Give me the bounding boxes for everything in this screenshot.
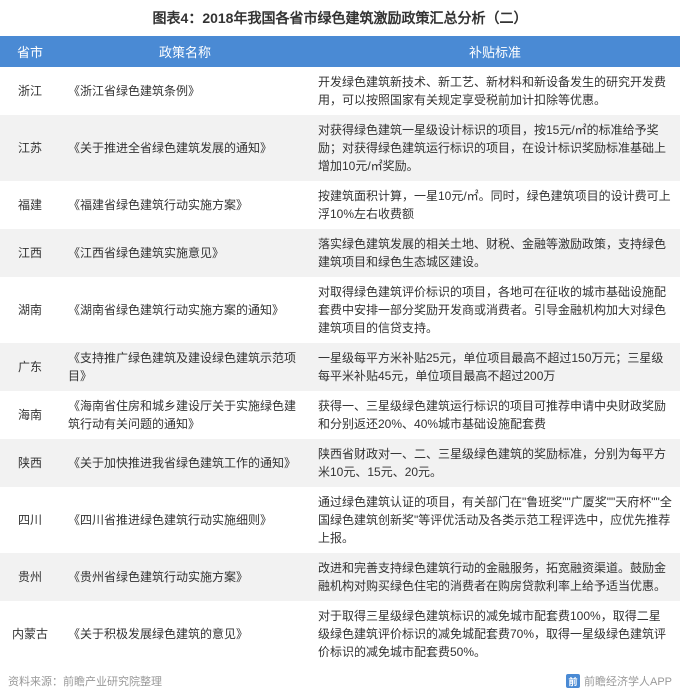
- chart-title: 图表4：2018年我国各省市绿色建筑激励政策汇总分析（二）: [0, 0, 680, 36]
- header-policy: 政策名称: [60, 36, 310, 67]
- table-row: 浙江《浙江省绿色建筑条例》开发绿色建筑新技术、新工艺、新材料和新设备发生的研究开…: [0, 67, 680, 115]
- cell-subsidy: 获得一、三星级绿色建筑运行标识的项目可推荐申请中央财政奖励和分别返还20%、40…: [310, 391, 680, 439]
- table-row: 江西《江西省绿色建筑实施意见》落实绿色建筑发展的相关土地、财税、金融等激励政策，…: [0, 229, 680, 277]
- cell-subsidy: 对于取得三星级绿色建筑标识的减免城市配套费100%，取得二星级绿色建筑评价标识的…: [310, 601, 680, 667]
- cell-policy: 《关于推进全省绿色建筑发展的通知》: [60, 115, 310, 181]
- footer-source: 资料来源：前瞻产业研究院整理: [8, 673, 162, 689]
- cell-policy: 《海南省住房和城乡建设厅关于实施绿色建筑行动有关问题的通知》: [60, 391, 310, 439]
- cell-policy: 《关于积极发展绿色建筑的意见》: [60, 601, 310, 667]
- brand-icon: 前: [566, 674, 580, 688]
- table-row: 江苏《关于推进全省绿色建筑发展的通知》对获得绿色建筑一星级设计标识的项目，按15…: [0, 115, 680, 181]
- cell-subsidy: 对取得绿色建筑评价标识的项目，各地可在征收的城市基础设施配套费中安排一部分奖励开…: [310, 277, 680, 343]
- cell-province: 广东: [0, 343, 60, 391]
- cell-policy: 《湖南省绿色建筑行动实施方案的通知》: [60, 277, 310, 343]
- table-row: 湖南《湖南省绿色建筑行动实施方案的通知》对取得绿色建筑评价标识的项目，各地可在征…: [0, 277, 680, 343]
- table-row: 四川《四川省推进绿色建筑行动实施细则》通过绿色建筑认证的项目，有关部门在"鲁班奖…: [0, 487, 680, 553]
- header-subsidy: 补贴标准: [310, 36, 680, 67]
- cell-subsidy: 通过绿色建筑认证的项目，有关部门在"鲁班奖""广厦奖""天府杯""全国绿色建筑创…: [310, 487, 680, 553]
- cell-province: 内蒙古: [0, 601, 60, 667]
- cell-policy: 《支持推广绿色建筑及建设绿色建筑示范项目》: [60, 343, 310, 391]
- table-row: 陕西《关于加快推进我省绿色建筑工作的通知》陕西省财政对一、二、三星级绿色建筑的奖…: [0, 439, 680, 487]
- cell-province: 浙江: [0, 67, 60, 115]
- cell-policy: 《浙江省绿色建筑条例》: [60, 67, 310, 115]
- cell-province: 福建: [0, 181, 60, 229]
- cell-province: 陕西: [0, 439, 60, 487]
- cell-policy: 《江西省绿色建筑实施意见》: [60, 229, 310, 277]
- cell-province: 江西: [0, 229, 60, 277]
- footer-brand: 前 前瞻经济学人APP: [566, 673, 672, 689]
- table-row: 广东《支持推广绿色建筑及建设绿色建筑示范项目》一星级每平方米补贴25元，单位项目…: [0, 343, 680, 391]
- table-row: 贵州《贵州省绿色建筑行动实施方案》改进和完善支持绿色建筑行动的金融服务，拓宽融资…: [0, 553, 680, 601]
- cell-policy: 《关于加快推进我省绿色建筑工作的通知》: [60, 439, 310, 487]
- table-row: 福建《福建省绿色建筑行动实施方案》按建筑面积计算，一星10元/㎡。同时，绿色建筑…: [0, 181, 680, 229]
- cell-subsidy: 按建筑面积计算，一星10元/㎡。同时，绿色建筑项目的设计费可上浮10%左右收费额: [310, 181, 680, 229]
- cell-subsidy: 对获得绿色建筑一星级设计标识的项目，按15元/㎡的标准给予奖励；对获得绿色建筑运…: [310, 115, 680, 181]
- cell-province: 贵州: [0, 553, 60, 601]
- cell-policy: 《四川省推进绿色建筑行动实施细则》: [60, 487, 310, 553]
- cell-subsidy: 落实绿色建筑发展的相关土地、财税、金融等激励政策，支持绿色建筑项目和绿色生态城区…: [310, 229, 680, 277]
- cell-province: 江苏: [0, 115, 60, 181]
- table-header-row: 省市 政策名称 补贴标准: [0, 36, 680, 67]
- cell-subsidy: 陕西省财政对一、二、三星级绿色建筑的奖励标准，分别为每平方米10元、15元、20…: [310, 439, 680, 487]
- header-province: 省市: [0, 36, 60, 67]
- cell-policy: 《贵州省绿色建筑行动实施方案》: [60, 553, 310, 601]
- table-row: 内蒙古《关于积极发展绿色建筑的意见》对于取得三星级绿色建筑标识的减免城市配套费1…: [0, 601, 680, 667]
- cell-subsidy: 开发绿色建筑新技术、新工艺、新材料和新设备发生的研究开发费用，可以按照国家有关规…: [310, 67, 680, 115]
- table-row: 海南《海南省住房和城乡建设厅关于实施绿色建筑行动有关问题的通知》获得一、三星级绿…: [0, 391, 680, 439]
- brand-text: 前瞻经济学人APP: [584, 673, 672, 689]
- footer: 资料来源：前瞻产业研究院整理 前 前瞻经济学人APP: [0, 667, 680, 695]
- cell-province: 四川: [0, 487, 60, 553]
- policy-table: 省市 政策名称 补贴标准 浙江《浙江省绿色建筑条例》开发绿色建筑新技术、新工艺、…: [0, 36, 680, 667]
- cell-subsidy: 一星级每平方米补贴25元，单位项目最高不超过150万元；三星级每平米补贴45元，…: [310, 343, 680, 391]
- cell-policy: 《福建省绿色建筑行动实施方案》: [60, 181, 310, 229]
- cell-province: 湖南: [0, 277, 60, 343]
- cell-subsidy: 改进和完善支持绿色建筑行动的金融服务，拓宽融资渠道。鼓励金融机构对购买绿色住宅的…: [310, 553, 680, 601]
- cell-province: 海南: [0, 391, 60, 439]
